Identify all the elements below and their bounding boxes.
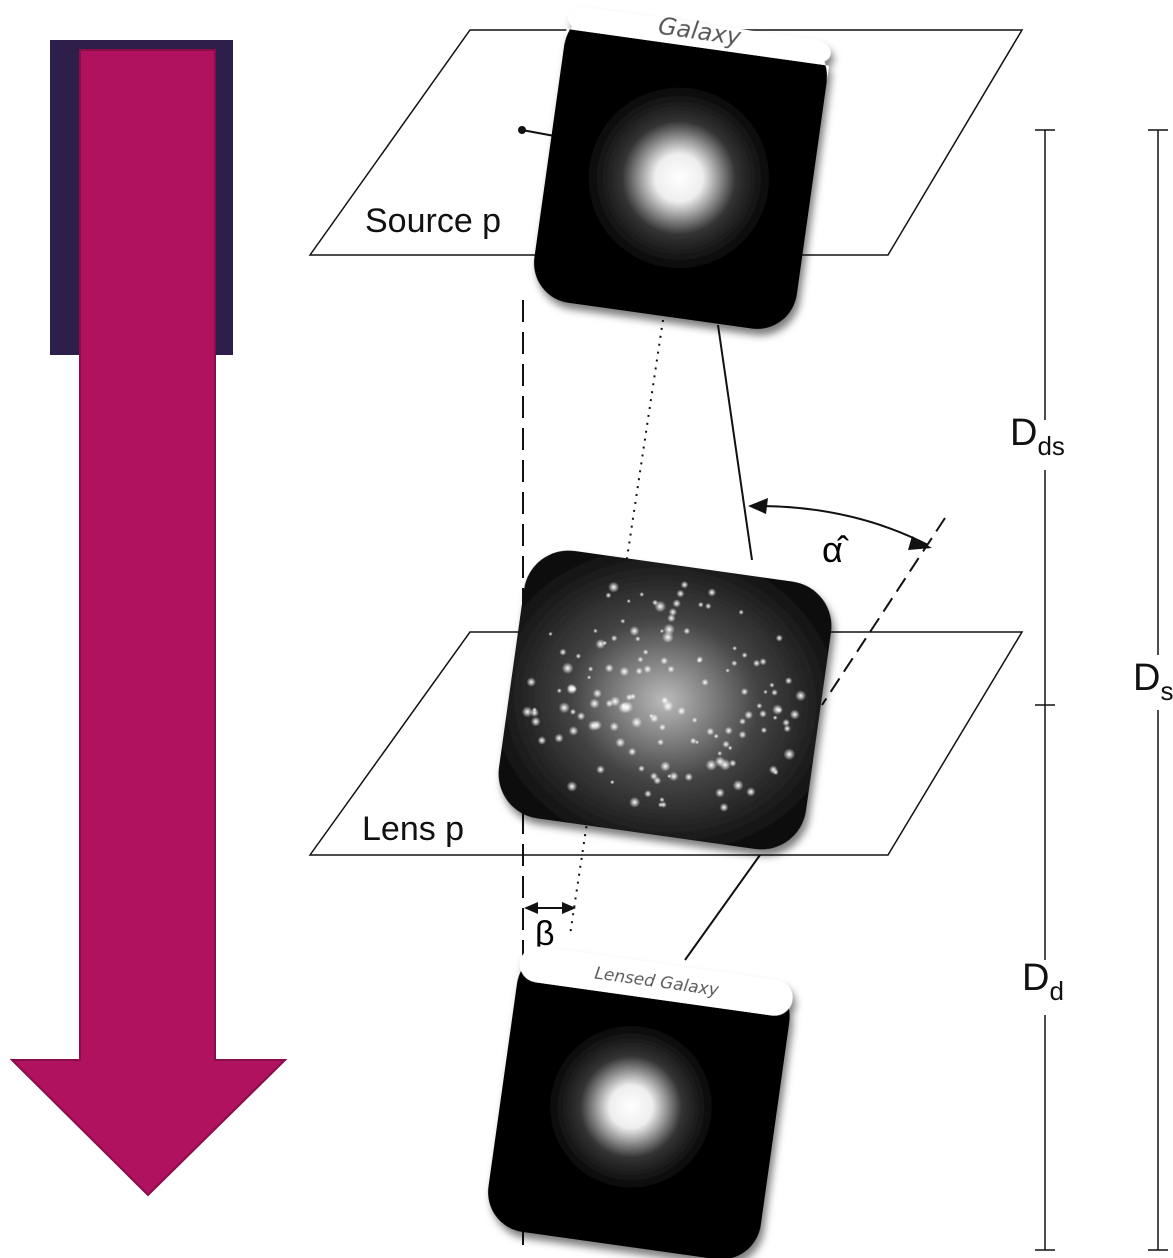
source-plane-label: Source p <box>365 202 501 240</box>
arrowhead <box>748 498 768 514</box>
dd-main: D <box>1022 957 1049 999</box>
lens-plane-label: Lens p <box>362 810 464 848</box>
dd-label: Dd <box>1022 957 1064 1006</box>
dd-sub: d <box>1049 976 1063 1006</box>
source-card: Galaxy <box>529 0 833 334</box>
dds-main: D <box>1010 412 1037 454</box>
alpha-label: α̂ <box>822 529 849 570</box>
arrowhead <box>524 902 538 914</box>
lens-card <box>493 545 838 856</box>
ds-main: D <box>1133 657 1160 699</box>
true-ray <box>718 325 752 560</box>
dds-label: Dds <box>1010 412 1065 461</box>
lensed-card: Lensed Galaxy <box>483 944 795 1258</box>
ds-label: Ds <box>1133 657 1173 706</box>
dds-sub: ds <box>1037 431 1064 461</box>
ds-sub: s <box>1160 676 1173 706</box>
arrowhead <box>562 902 576 914</box>
observed-ray <box>685 855 760 960</box>
lensing-diagram: Source p Lens p α̂ β Dds Dd Ds Galaxy <box>0 0 1173 1258</box>
